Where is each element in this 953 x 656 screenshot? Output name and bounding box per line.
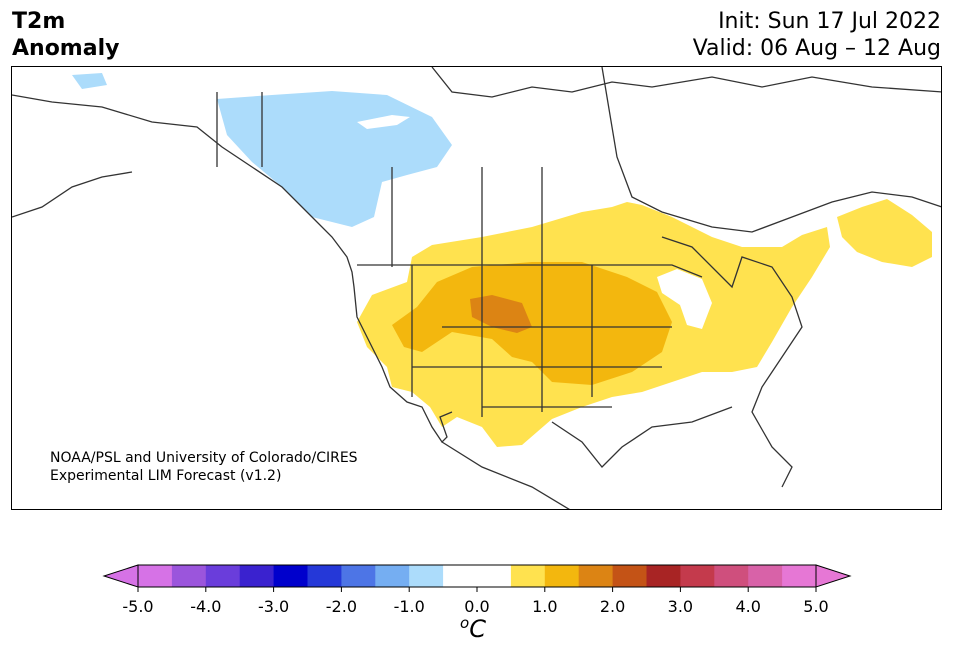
colorbar-left-extend	[102, 564, 139, 588]
credit-line-2: Experimental LIM Forecast (v1.2)	[50, 468, 282, 484]
coastlines-and-borders	[12, 67, 941, 509]
colorbar-cell	[714, 565, 749, 587]
colorbar-cell	[578, 565, 614, 587]
credit-text: NOAA/PSL and University of Colorado/CIRE…	[50, 449, 358, 485]
colorbar-tick-label: 1.0	[532, 597, 558, 616]
colorbar-ticks	[137, 587, 817, 592]
colorbar-cell	[273, 565, 308, 587]
warm-anomaly-3	[470, 295, 532, 333]
colorbar-cell	[680, 565, 715, 587]
anomaly-map: NOAA/PSL and University of Colorado/CIRE…	[11, 66, 942, 510]
colorbar-tick-label: -2.0	[325, 597, 357, 616]
lake-michigan	[657, 269, 712, 329]
cold-anomaly-canada	[217, 91, 452, 227]
warm-anomaly-2	[392, 262, 672, 385]
cold-anomaly-alaska	[72, 73, 107, 89]
colorbar-cell	[307, 565, 342, 587]
colorbar-tick-label: -1.0	[393, 597, 425, 616]
colorbar-tick-label: 2.0	[599, 597, 626, 616]
colorbar-cell	[510, 565, 546, 587]
colorbar-cells	[138, 565, 817, 587]
colorbar-cell	[443, 565, 478, 587]
colorbar-tick-label: 4.0	[735, 597, 761, 616]
credit-line-1: NOAA/PSL and University of Colorado/CIRE…	[50, 450, 358, 466]
colorbar-cell	[612, 565, 647, 587]
colorbar-tick-label: -3.0	[257, 597, 290, 616]
colorbar-cell	[646, 565, 681, 587]
colorbar-cell	[782, 565, 817, 587]
unit-superscript: o	[460, 614, 470, 632]
colorbar-tick-label: 0.0	[464, 597, 490, 616]
colorbar-tick-label: 5.0	[803, 597, 829, 616]
colorbar-unit: oC	[460, 614, 486, 643]
colorbar-tick-label: -5.0	[122, 597, 154, 616]
colorbar-cell	[138, 565, 173, 587]
lake-athabasca	[357, 115, 410, 129]
colorbar-cell	[239, 565, 275, 587]
colorbar-cell	[409, 565, 444, 587]
colorbar-tick-label: -4.0	[190, 597, 222, 616]
colorbar-right-extend	[815, 564, 852, 588]
colorbar-cell	[748, 565, 783, 587]
colorbar-tick-label: 3.0	[667, 597, 694, 616]
colorbar-cell	[341, 565, 376, 587]
colorbar-cell	[544, 565, 580, 587]
colorbar-cell	[477, 565, 512, 587]
colorbar-cell	[171, 565, 207, 587]
title-line-2: Anomaly	[12, 36, 120, 61]
colorbar-frame	[137, 564, 817, 588]
title-line-1: T2m	[12, 9, 66, 34]
unit-base: C	[469, 615, 486, 643]
warm-anomaly-quebec	[837, 199, 932, 267]
colorbar-cell	[205, 565, 241, 587]
map-title: T2m Anomaly	[12, 8, 119, 62]
colorbar-cell	[375, 565, 410, 587]
valid-date: Valid: 06 Aug – 12 Aug	[692, 36, 941, 61]
forecast-dates: Init: Sun 17 Jul 2022 Valid: 06 Aug – 12…	[693, 8, 941, 62]
init-date: Init: Sun 17 Jul 2022	[718, 9, 941, 34]
map-canvas	[12, 67, 941, 509]
